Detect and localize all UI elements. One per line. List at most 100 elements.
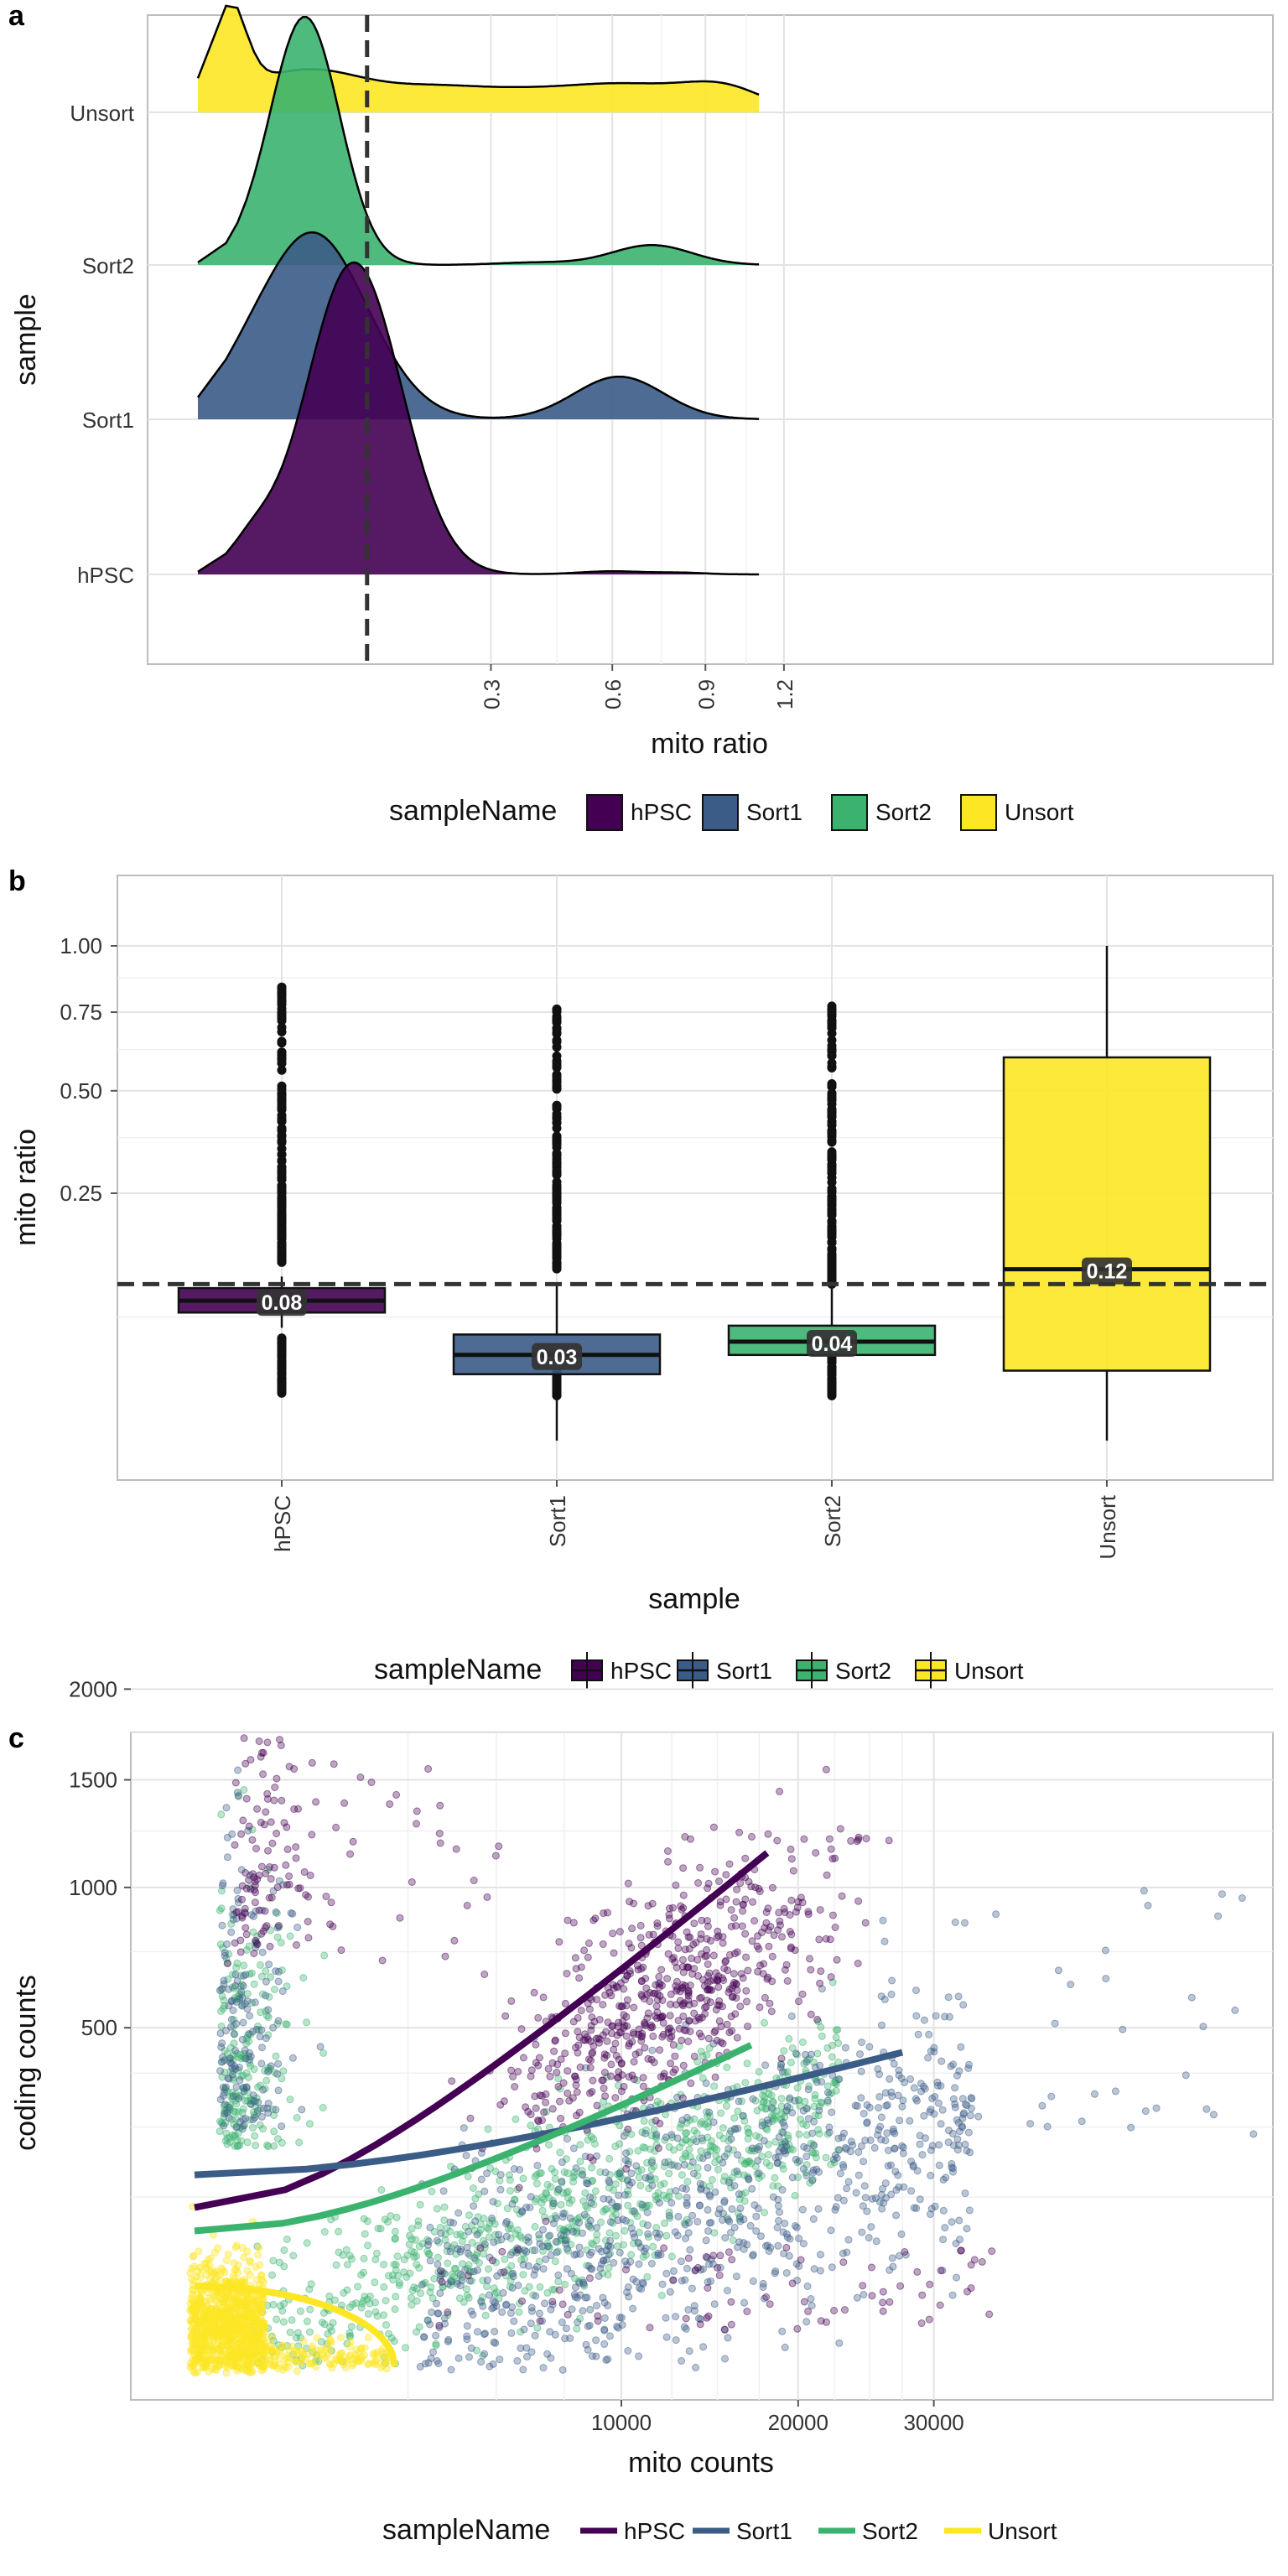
point [776, 2208, 783, 2216]
point [538, 2206, 547, 2215]
point [697, 2147, 705, 2155]
outlier-point [552, 1241, 562, 1251]
point [727, 1922, 735, 1930]
point [777, 2054, 786, 2063]
point [257, 2300, 265, 2309]
point [242, 2306, 250, 2314]
point [744, 2135, 752, 2143]
point [390, 2337, 398, 2345]
point [444, 2241, 452, 2250]
point [765, 1926, 772, 1935]
point [624, 2201, 632, 2210]
point [597, 2218, 605, 2226]
point [894, 2171, 902, 2179]
point [732, 1898, 740, 1906]
point [273, 2135, 282, 2143]
point [424, 1765, 433, 1773]
point [439, 2187, 448, 2195]
point [878, 2021, 886, 2029]
point [553, 2069, 561, 2076]
point [939, 2206, 948, 2215]
point [250, 1980, 258, 1988]
point [273, 1933, 282, 1941]
point [1218, 1890, 1226, 1898]
point [283, 1845, 292, 1853]
point [745, 2158, 753, 2166]
point [724, 2287, 731, 2295]
point [436, 2289, 444, 2298]
point [298, 2106, 306, 2114]
point [942, 2174, 950, 2182]
point [606, 2236, 615, 2245]
point [647, 2055, 656, 2064]
point [216, 2067, 225, 2075]
point [541, 2299, 548, 2308]
point [630, 2003, 638, 2012]
point [895, 2183, 903, 2191]
point [816, 1906, 824, 1914]
point [774, 2158, 782, 2167]
point [599, 2076, 607, 2085]
point [729, 1981, 737, 1989]
point [329, 2319, 337, 2327]
point [965, 2206, 974, 2215]
point [684, 2306, 693, 2314]
point [229, 2007, 237, 2014]
point [216, 1940, 225, 1949]
point [221, 2361, 230, 2370]
point [293, 2367, 301, 2376]
point [527, 2193, 535, 2201]
point [963, 2147, 971, 2155]
point [673, 2134, 682, 2142]
y-axis-title: coding counts [10, 1975, 42, 2151]
point [684, 2038, 693, 2045]
point [527, 2303, 536, 2312]
x-tick-label: 20000 [768, 2410, 828, 2435]
point [812, 1849, 820, 1857]
point [252, 1936, 260, 1945]
point [589, 1916, 598, 1924]
point [186, 2299, 195, 2308]
legend-key-sort1 [702, 794, 739, 831]
outlier-point [827, 1166, 837, 1176]
point [852, 2189, 860, 2197]
point [662, 2314, 670, 2322]
x-axis-title: mito ratio [651, 728, 768, 760]
point [955, 2127, 963, 2136]
point [665, 2169, 673, 2178]
point [354, 2283, 362, 2291]
point [860, 2110, 868, 2118]
point [802, 2153, 811, 2161]
outlier-point [277, 1065, 287, 1075]
point [222, 2257, 231, 2265]
point [563, 2245, 571, 2253]
point [732, 2272, 740, 2281]
point [239, 1816, 247, 1825]
point [720, 1964, 729, 1972]
point [506, 2309, 515, 2317]
point [232, 1998, 241, 2006]
point [227, 2015, 236, 2023]
point [1119, 2025, 1127, 2033]
point [944, 2138, 953, 2147]
point [876, 2122, 885, 2131]
point [678, 1905, 686, 1914]
point [676, 1987, 684, 1996]
point [424, 2237, 433, 2246]
point [917, 2087, 926, 2096]
point [621, 2156, 630, 2164]
point [340, 1799, 349, 1807]
point [243, 1997, 252, 2005]
legend-item-sort1: Sort1 [702, 794, 802, 831]
point [571, 1954, 579, 1962]
point [615, 2314, 624, 2322]
point [782, 2106, 791, 2115]
point [542, 2189, 550, 2197]
point [364, 2241, 371, 2250]
point [614, 2203, 622, 2211]
point [824, 2089, 832, 2096]
point [658, 2280, 667, 2288]
point [678, 1955, 687, 1964]
point [730, 1914, 739, 1922]
